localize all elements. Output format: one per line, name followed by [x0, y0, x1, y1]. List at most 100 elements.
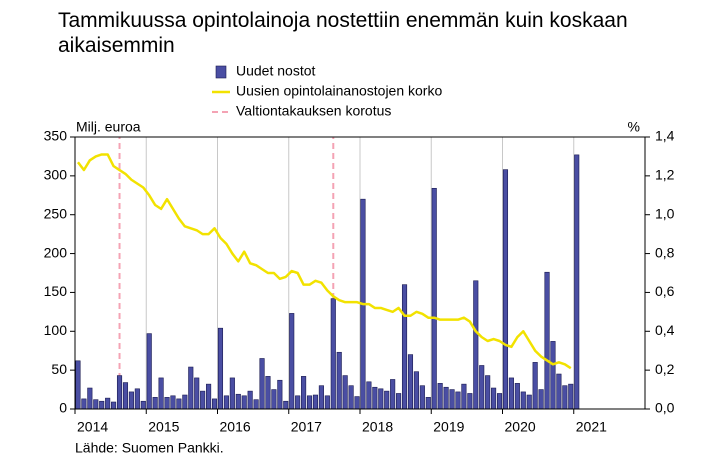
bar [81, 398, 87, 410]
bar [188, 366, 194, 410]
y-tick-label: 150 [44, 283, 68, 299]
bar [229, 377, 235, 410]
x-tick-label: 2014 [77, 419, 108, 435]
bar [283, 400, 289, 410]
bar [437, 383, 443, 410]
bar [271, 389, 277, 410]
bar [526, 394, 532, 410]
bar [217, 327, 224, 410]
x-tick-label: 2019 [433, 419, 464, 435]
bar [502, 169, 509, 410]
bar [312, 394, 319, 410]
bar [247, 390, 253, 410]
bar [182, 394, 188, 410]
bar [265, 376, 271, 410]
bar [485, 375, 491, 410]
bar [449, 389, 455, 410]
bar [574, 154, 580, 410]
bar [223, 395, 229, 410]
bar [235, 393, 241, 410]
bar [164, 397, 170, 410]
bar [491, 387, 497, 410]
y-tick-label: 200 [44, 244, 68, 260]
bar [396, 393, 402, 410]
bar [122, 382, 129, 410]
bar [419, 385, 425, 410]
bar [520, 391, 526, 410]
bar [366, 381, 372, 410]
y2-tick-label: 1,4 [655, 128, 675, 144]
bar [431, 187, 437, 410]
y2-tick-label: 0,6 [655, 283, 675, 299]
bar [413, 371, 419, 410]
bar [259, 358, 265, 410]
bar [390, 379, 396, 410]
bar [206, 383, 212, 410]
bar [562, 385, 568, 410]
bar [336, 351, 342, 410]
bar [176, 398, 182, 410]
bar [425, 397, 431, 410]
y2-tick-label: 0,8 [655, 244, 675, 260]
x-tick-label: 2017 [291, 419, 322, 435]
bar [342, 375, 348, 410]
bar [170, 395, 176, 410]
bar [128, 391, 134, 410]
bar [93, 399, 99, 410]
x-tick-label: 2020 [505, 419, 536, 435]
source: Lähde: Suomen Pankki. [75, 440, 224, 456]
bar [556, 373, 562, 410]
bar [324, 395, 330, 410]
bar [348, 385, 354, 410]
bar [253, 399, 259, 410]
bar [134, 388, 140, 410]
line [76, 153, 572, 370]
bar [241, 395, 247, 410]
x-tick-label: 2018 [362, 419, 393, 435]
bar [87, 387, 93, 410]
y2-tick-label: 1,0 [655, 205, 675, 221]
bar [330, 298, 336, 410]
bar [146, 333, 152, 410]
bar [538, 389, 544, 410]
bar [550, 341, 556, 410]
bar [401, 284, 408, 410]
x-tick-label: 2016 [220, 419, 251, 435]
bar [532, 362, 538, 410]
y2-tick-label: 0,0 [655, 400, 675, 416]
bar [568, 383, 574, 410]
bar [306, 395, 313, 410]
bar [378, 388, 384, 410]
legend-label: Valtiontakauksen korotus [236, 103, 391, 119]
bar [75, 360, 81, 410]
bar [384, 390, 390, 410]
bar [508, 377, 514, 410]
bar [544, 271, 550, 410]
bar [455, 391, 461, 410]
y-tick-label: 300 [44, 167, 68, 183]
y-tick-label: 0 [59, 400, 67, 416]
y-axis-label: Milj. euroa [76, 119, 141, 135]
bar [496, 393, 503, 410]
bar [473, 280, 479, 410]
bar [111, 401, 117, 410]
y2-tick-label: 0,4 [655, 322, 675, 338]
x-tick-label: 2015 [148, 419, 179, 435]
x-tick-label: 2021 [576, 419, 607, 435]
chart-title: Tammikuussa opintolainoja nostettiin ene… [58, 9, 628, 57]
y-tick-label: 50 [51, 361, 67, 377]
bar [105, 397, 111, 410]
bar [99, 400, 105, 410]
bar [277, 379, 283, 410]
bar [461, 383, 467, 410]
bar [301, 376, 307, 410]
y2-tick-label: 1,2 [655, 167, 675, 183]
bar [194, 377, 200, 410]
legend-label: Uudet nostot [236, 63, 315, 79]
bar [479, 365, 485, 410]
y-tick-label: 100 [44, 322, 68, 338]
y-tick-label: 250 [44, 205, 68, 221]
legend-label: Uusien opintolainanostojen korko [236, 83, 442, 99]
bar [443, 386, 449, 410]
